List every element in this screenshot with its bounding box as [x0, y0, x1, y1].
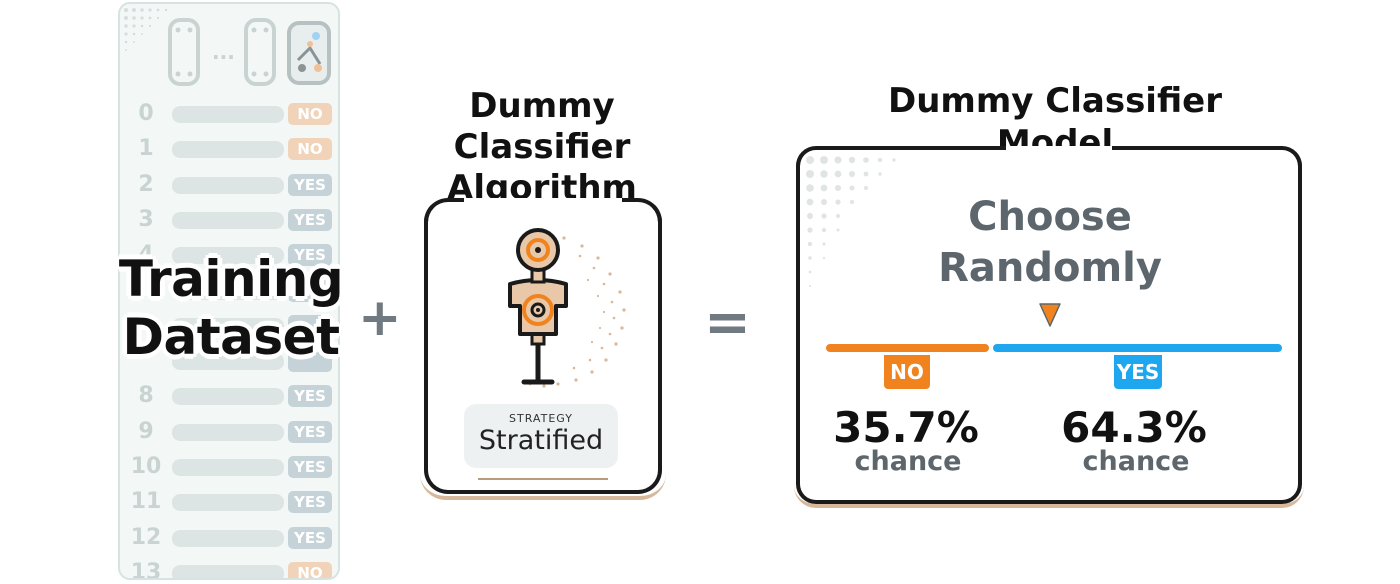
- row-index: 10: [130, 454, 162, 479]
- dataset-row: 4 YES: [120, 240, 338, 270]
- row-index: 0: [138, 101, 154, 126]
- row-index: 3: [138, 206, 154, 232]
- row-target-label: NO: [288, 561, 332, 578]
- feature-column-icon: [168, 18, 200, 86]
- dataset-row: 2 YES: [120, 170, 338, 200]
- no-percentage: 35.7%: [833, 403, 979, 452]
- plus-operator: +: [358, 288, 402, 348]
- feature-column-icon: [244, 18, 276, 86]
- choose-line2: Randomly: [938, 245, 1162, 291]
- row-index: 4: [138, 242, 154, 268]
- yes-percentage: 64.3%: [1061, 403, 1207, 452]
- algorithm-card-corner: [424, 198, 464, 228]
- row-target-label: YES: [288, 385, 332, 408]
- model-card-corner: [796, 146, 1006, 170]
- row-index: 12: [130, 524, 162, 550]
- pointer-triangle-icon: [1039, 303, 1061, 327]
- dataset-row: [120, 311, 338, 341]
- row-feature-bar: [172, 247, 284, 265]
- row-target-label: YES: [288, 208, 332, 231]
- model-title-line1: Dummy Classifier: [888, 81, 1222, 121]
- strategy-underline: [478, 478, 608, 480]
- algorithm-title: Dummy Classifier Algorithm: [420, 86, 664, 209]
- dot-pattern-decoration: [806, 156, 896, 287]
- row-feature-bar: [172, 106, 284, 123]
- algorithm-card-corner: [622, 198, 662, 228]
- no-badge: NO: [884, 355, 930, 389]
- column-ellipsis: ...: [212, 40, 235, 64]
- no-probability-bar: [826, 344, 989, 352]
- dataset-row: 11 YES: [120, 487, 338, 517]
- algorithm-card-shadow: [420, 474, 666, 500]
- training-title-line2: Dataset: [122, 308, 340, 366]
- dataset-row: 9 YES: [120, 417, 338, 447]
- training-dataset-title: Training Dataset: [96, 250, 366, 366]
- row-target-label: [288, 279, 332, 302]
- strategy-caption: STRATEGY: [509, 412, 573, 425]
- training-dataset-panel: ... 0 NO 1 NO 2 YES 3 YES 4 YES 8 YES 9 YES 10 YES 11 YES…: [118, 2, 340, 580]
- equals-operator: =: [704, 290, 751, 355]
- row-index: 8: [138, 383, 154, 409]
- row-feature-bar: [172, 176, 284, 194]
- row-index: 1: [138, 136, 154, 162]
- model-card-corner: [1112, 146, 1302, 170]
- row-feature-bar: [172, 459, 284, 476]
- dataset-row: 12 YES: [120, 523, 338, 553]
- row-target-label: YES: [288, 456, 332, 478]
- no-chance-label: chance: [854, 446, 962, 477]
- row-target-label: YES: [288, 526, 332, 549]
- row-feature-bar: [172, 211, 284, 229]
- strategy-box: STRATEGY Stratified: [464, 404, 618, 468]
- row-feature-bar: [172, 529, 284, 547]
- row-feature-bar: [172, 564, 284, 578]
- row-index: 2: [138, 171, 154, 197]
- target-dummy-icon: [508, 228, 626, 388]
- strategy-value: Stratified: [478, 425, 604, 456]
- row-target-label: NO: [288, 103, 332, 125]
- row-feature-bar: [172, 282, 284, 300]
- dataset-row: 3 YES: [120, 205, 338, 235]
- row-feature-bar: [172, 494, 284, 512]
- choose-randomly-text: Choose Randomly: [900, 192, 1200, 294]
- dataset-row: 1 NO: [120, 134, 338, 164]
- row-index: 9: [138, 418, 154, 444]
- row-feature-bar: [172, 353, 284, 371]
- model-card-shadow: [794, 482, 1304, 508]
- row-target-label: YES: [288, 244, 332, 267]
- algorithm-title-line2: Classifier: [453, 127, 631, 167]
- dataset-row: 8 YES: [120, 381, 338, 411]
- row-target-label: NO: [288, 138, 332, 161]
- row-target-label: [288, 314, 332, 337]
- dot-pattern-decoration: [124, 8, 168, 51]
- yes-badge: YES: [1114, 355, 1162, 389]
- row-target-label: YES: [288, 173, 332, 196]
- dataset-row: [120, 346, 338, 376]
- row-target-label: YES: [288, 420, 332, 443]
- dataset-row: 13 NO: [120, 558, 338, 580]
- yes-probability-bar: [993, 344, 1282, 352]
- training-title-line1: Training: [118, 250, 344, 308]
- yes-chance-label: chance: [1082, 446, 1190, 477]
- row-feature-bar: [172, 423, 284, 441]
- target-column-icon: [287, 21, 331, 85]
- dataset-row: [120, 276, 338, 306]
- row-feature-bar: [172, 317, 284, 335]
- dataset-row: 0 NO: [120, 99, 338, 129]
- row-target-label: [288, 350, 332, 373]
- algorithm-title-line1: Dummy: [469, 86, 615, 126]
- row-feature-bar: [172, 141, 284, 159]
- row-feature-bar: [172, 388, 284, 406]
- row-index: 13: [130, 559, 162, 580]
- dataset-row: 10 YES: [120, 452, 338, 482]
- row-target-label: YES: [288, 491, 332, 514]
- choose-line1: Choose: [968, 194, 1132, 240]
- row-index: 11: [130, 489, 162, 515]
